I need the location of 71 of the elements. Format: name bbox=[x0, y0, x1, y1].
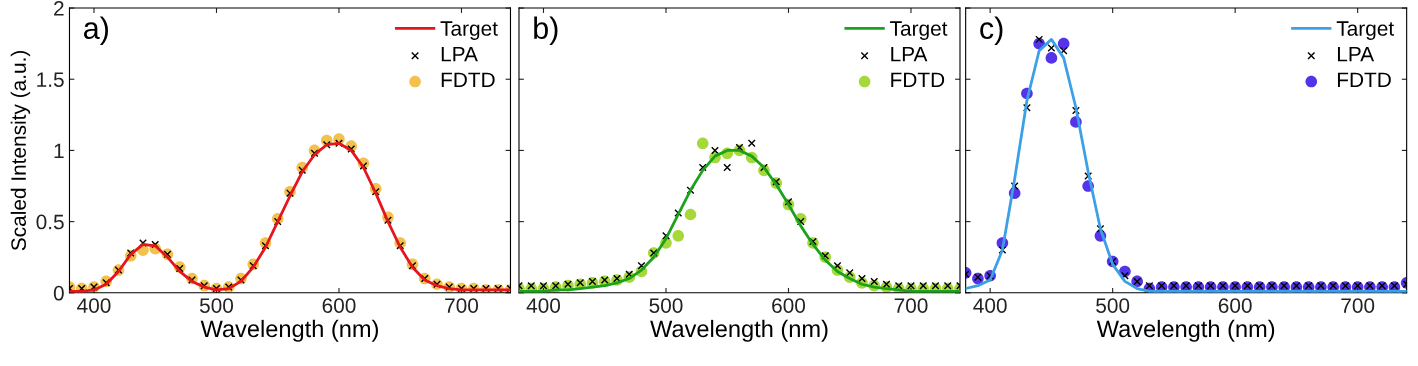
x-tick-label: 600 bbox=[772, 298, 806, 313]
point bbox=[1059, 46, 1068, 55]
point bbox=[747, 139, 756, 148]
point bbox=[723, 163, 732, 172]
point bbox=[882, 280, 891, 289]
point bbox=[637, 261, 646, 270]
x-tick-label: 500 bbox=[1096, 298, 1130, 313]
point bbox=[711, 146, 719, 155]
point bbox=[310, 149, 319, 158]
legend-label: FDTD bbox=[891, 72, 945, 87]
point bbox=[1045, 52, 1058, 64]
y-tick-label: 1 bbox=[54, 143, 64, 158]
x-tick-label: 700 bbox=[894, 298, 928, 313]
point bbox=[273, 217, 282, 226]
point bbox=[858, 274, 866, 283]
x-tick-label: 500 bbox=[199, 298, 234, 313]
point bbox=[1096, 224, 1105, 233]
point bbox=[870, 277, 879, 286]
annotation: a) bbox=[84, 16, 108, 46]
point bbox=[662, 231, 670, 240]
point bbox=[1084, 172, 1093, 181]
legend-label: FDTD bbox=[1337, 72, 1391, 87]
point bbox=[139, 239, 147, 247]
legend-label: LPA bbox=[1337, 46, 1375, 62]
point bbox=[1120, 271, 1129, 280]
annotation: c) bbox=[980, 16, 1003, 46]
y-tick-label: 2 bbox=[54, 1, 64, 16]
point bbox=[1071, 106, 1080, 115]
legend-label: Target bbox=[890, 21, 948, 40]
x-tick-label: 700 bbox=[1341, 298, 1375, 313]
x-tick-label: 700 bbox=[445, 298, 479, 313]
legend-label: Target bbox=[440, 21, 498, 40]
point bbox=[126, 248, 135, 257]
y-tick-label: 1.5 bbox=[37, 72, 64, 87]
x-axis-title: Wavelength (nm) bbox=[200, 319, 378, 342]
legend-label: LPA bbox=[891, 46, 928, 62]
y-axis-title: Scaled Intensity (a.u.) bbox=[10, 50, 31, 251]
point bbox=[845, 268, 854, 277]
x-axis-title: Wavelength (nm) bbox=[1096, 319, 1275, 342]
point bbox=[672, 230, 685, 242]
point bbox=[335, 139, 343, 148]
x-tick-label: 400 bbox=[526, 298, 561, 313]
x-axis-title: Wavelength (nm) bbox=[650, 319, 828, 342]
x-tick-label: 600 bbox=[322, 298, 356, 313]
point bbox=[347, 145, 356, 153]
point bbox=[1047, 43, 1056, 52]
point bbox=[735, 143, 744, 152]
point bbox=[625, 270, 634, 279]
point bbox=[696, 137, 709, 150]
point bbox=[1035, 35, 1044, 44]
point bbox=[1010, 182, 1019, 190]
x-tick-label: 400 bbox=[973, 298, 1007, 313]
point bbox=[998, 246, 1007, 255]
point bbox=[698, 163, 707, 172]
legend-label: FDTD bbox=[441, 72, 495, 87]
point bbox=[576, 278, 585, 287]
legend-label: Target bbox=[1336, 21, 1395, 40]
point bbox=[384, 216, 392, 225]
point bbox=[684, 208, 697, 221]
legend-label: LPA bbox=[441, 46, 478, 62]
x-tick-label: 600 bbox=[1218, 298, 1252, 313]
point bbox=[796, 217, 805, 226]
annotation: b) bbox=[534, 16, 558, 46]
y-tick-label: 0.5 bbox=[36, 214, 64, 230]
point bbox=[1022, 103, 1031, 112]
point bbox=[600, 276, 609, 284]
point bbox=[833, 261, 842, 270]
x-tick-label: 500 bbox=[649, 298, 683, 313]
y-tick-label: 0 bbox=[53, 285, 64, 301]
x-tick-label: 400 bbox=[77, 298, 111, 313]
point bbox=[1057, 37, 1070, 50]
